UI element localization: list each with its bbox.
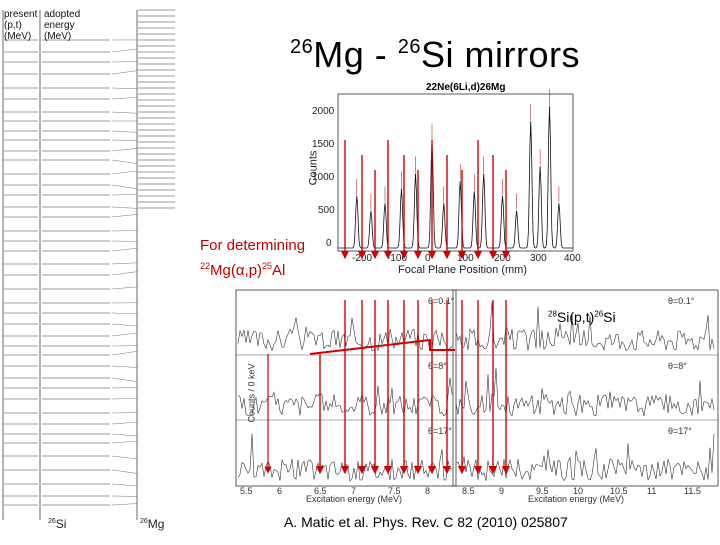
alpha-p-note-line1: For determining [200, 236, 305, 256]
citation: A. Matic et al. Phys. Rev. C 82 (2010) 0… [284, 514, 568, 530]
pt-reaction-note: 28Si(p,t)26Si [548, 309, 616, 325]
alpha-p-note-line2: 22Mg(α,p)25Al [200, 256, 305, 281]
alpha-p-note: For determining 22Mg(α,p)25Al [200, 236, 305, 281]
mirror-bracket [310, 340, 455, 354]
